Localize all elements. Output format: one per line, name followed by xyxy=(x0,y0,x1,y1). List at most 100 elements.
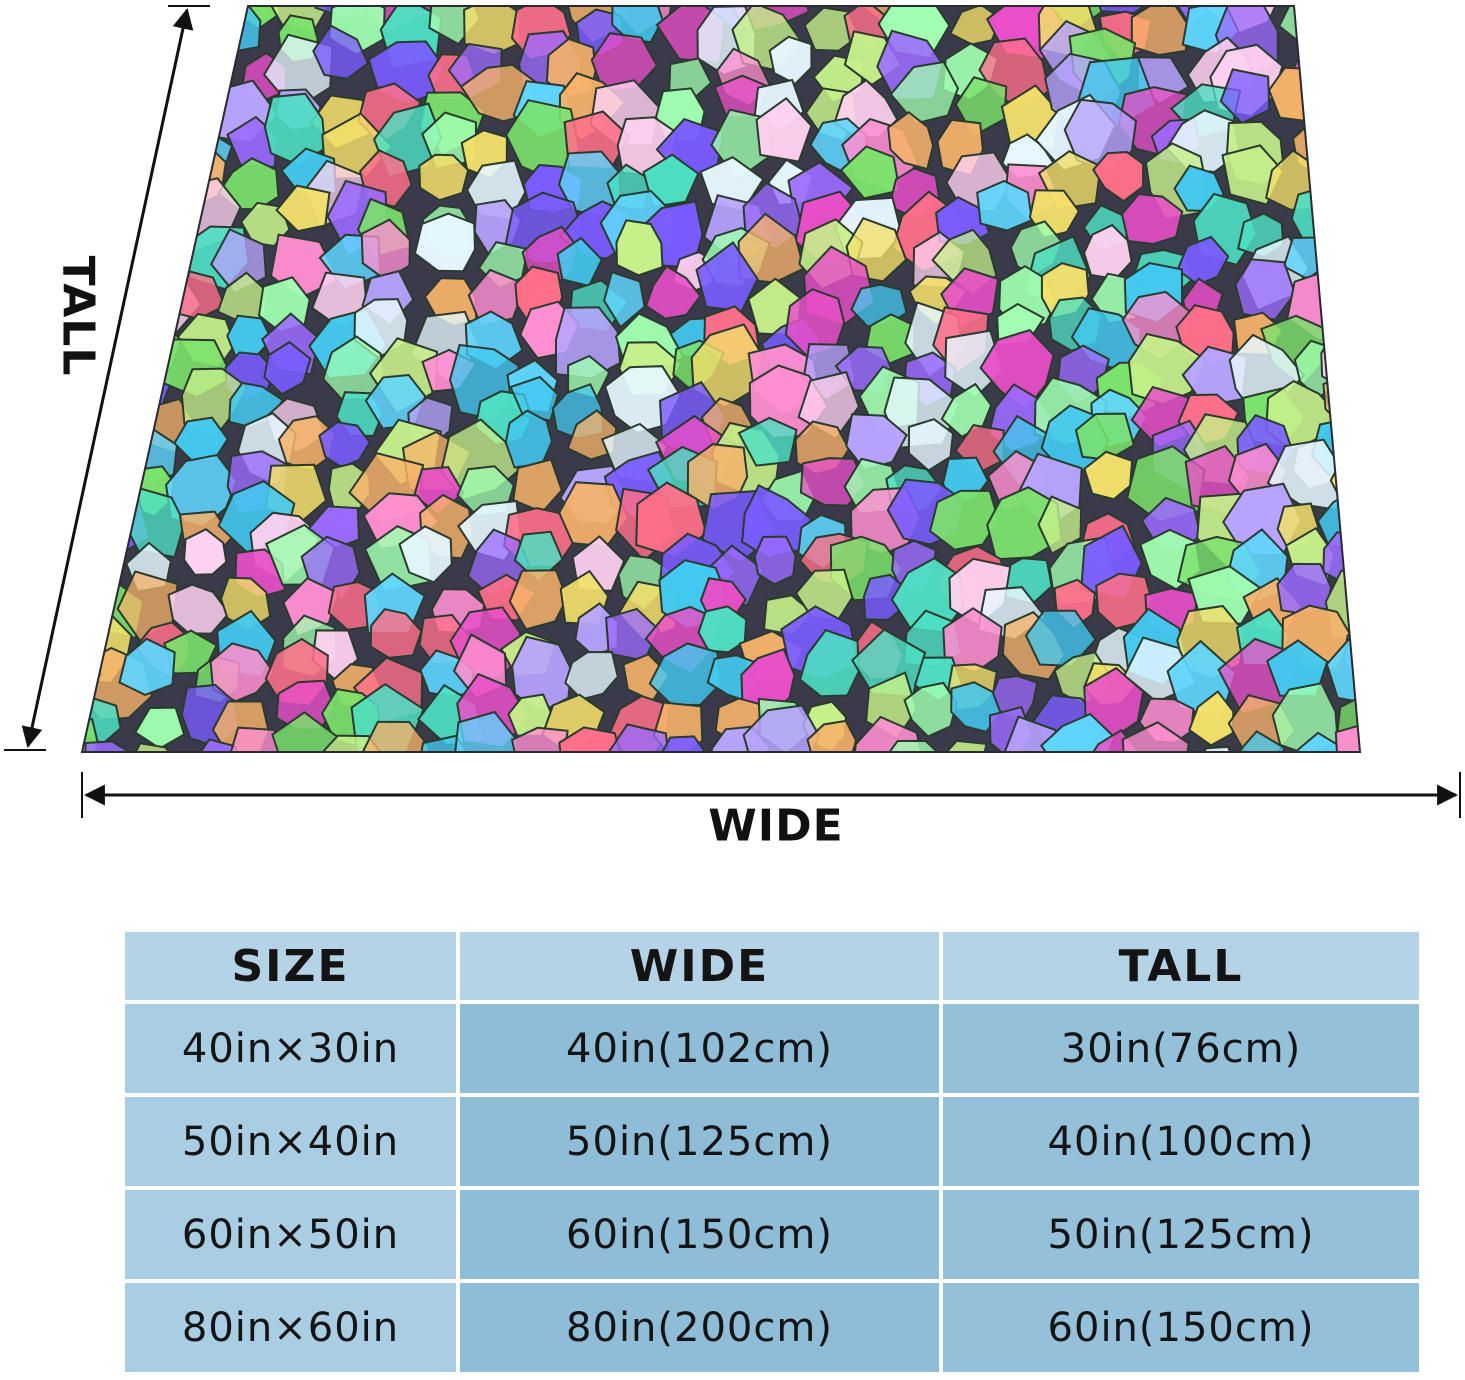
mosaic-tile xyxy=(1338,88,1360,135)
mosaic-tile xyxy=(851,715,928,752)
mosaic-tile xyxy=(940,382,993,438)
mosaic-tile xyxy=(19,0,67,28)
mosaic-tile xyxy=(82,420,137,497)
mosaic-tile xyxy=(695,240,759,313)
size-cell: 80in×60in xyxy=(125,1283,456,1372)
mosaic-tile xyxy=(603,723,672,752)
wide-cell: 50in(125cm) xyxy=(460,1097,939,1186)
size-column-header: SIZE xyxy=(125,932,456,1000)
mosaic-tile xyxy=(806,719,858,752)
size-cell: 40in×30in xyxy=(125,1004,456,1093)
mosaic-tile xyxy=(22,384,75,443)
wide-label: WIDE xyxy=(708,800,844,852)
mosaic-tile xyxy=(369,608,423,659)
mosaic-tile xyxy=(1320,330,1360,390)
mosaic-tile xyxy=(271,711,339,752)
table-row: 80in×60in 80in(200cm) 60in(150cm) xyxy=(125,1283,1419,1372)
mosaic-tile xyxy=(362,720,431,752)
mosaic-tile xyxy=(82,152,87,206)
mosaic-tile xyxy=(82,541,127,600)
mosaic-tile xyxy=(566,409,618,461)
mosaic-tile xyxy=(467,268,527,327)
mosaic-tile xyxy=(1290,185,1344,245)
wide-cell: 60in(150cm) xyxy=(460,1190,939,1279)
mosaic-tile xyxy=(88,6,151,21)
mosaic-tile xyxy=(510,726,569,752)
mosaic-tile xyxy=(1322,220,1360,275)
mosaic-tile xyxy=(95,79,148,128)
size-cell: 60in×50in xyxy=(125,1190,456,1279)
mosaic-tile xyxy=(508,569,569,631)
tall-column-header: TALL xyxy=(943,932,1419,1000)
mosaic-tile xyxy=(950,681,1002,733)
mosaic-tile xyxy=(82,99,136,177)
mosaic-tile xyxy=(82,176,109,247)
blanket-illustration xyxy=(4,0,1461,818)
mosaic-tile xyxy=(1338,107,1360,152)
mosaic-tile xyxy=(114,42,173,103)
blanket-figure: WIDE TALL xyxy=(4,0,1461,852)
mosaic-tile xyxy=(194,738,241,752)
mosaic-tile xyxy=(1193,745,1239,752)
mosaic-tile xyxy=(96,6,144,44)
mosaic-tile xyxy=(1092,150,1145,203)
tall-cell: 60in(150cm) xyxy=(943,1283,1419,1372)
mosaic-tile xyxy=(180,6,249,28)
tall-dimension-arrow xyxy=(4,5,210,751)
mosaic-tile xyxy=(275,184,331,233)
mosaic-tile xyxy=(845,413,908,471)
size-table-header-row: SIZE WIDE TALL xyxy=(125,932,1419,1000)
mosaic-tile xyxy=(1120,193,1184,246)
wide-cell: 80in(200cm) xyxy=(460,1283,939,1372)
mosaic-tile xyxy=(903,681,958,738)
table-row: 60in×50in 60in(150cm) 50in(125cm) xyxy=(125,1190,1419,1279)
mosaic-tile xyxy=(82,41,87,118)
mosaic-tile xyxy=(1074,412,1136,461)
mosaic-tile xyxy=(263,340,312,396)
tall-cell: 50in(125cm) xyxy=(943,1190,1419,1279)
mosaic-tile xyxy=(182,10,229,59)
mosaic-tile xyxy=(887,110,935,171)
mosaic-tile xyxy=(226,726,284,752)
table-row: 50in×40in 50in(125cm) 40in(100cm) xyxy=(125,1097,1419,1186)
mosaic-tile xyxy=(360,218,411,282)
mosaic-tile xyxy=(99,223,153,279)
mosaic-tile xyxy=(1003,715,1065,752)
mosaic-tile xyxy=(1234,730,1286,752)
mosaic-tile xyxy=(933,0,984,4)
mosaic-tile xyxy=(217,157,280,211)
mosaic-tile xyxy=(1333,6,1360,12)
mosaic-tile xyxy=(82,27,127,96)
size-table: SIZE WIDE TALL 40in×30in 40in(102cm) 30i… xyxy=(121,928,1423,1376)
mosaic-tile xyxy=(1345,186,1360,236)
mosaic-tile xyxy=(1130,6,1189,57)
mosaic-tile xyxy=(265,6,331,34)
mosaic-tile xyxy=(1039,712,1116,752)
mosaic-tile xyxy=(1321,294,1360,351)
wide-cell: 40in(102cm) xyxy=(460,1004,939,1093)
mosaic-tile xyxy=(84,463,134,520)
table-row: 40in×30in 40in(102cm) 30in(76cm) xyxy=(125,1004,1419,1093)
size-cell: 50in×40in xyxy=(125,1097,456,1186)
mosaic-tile xyxy=(1315,6,1360,69)
mosaic-tile xyxy=(755,96,813,163)
mosaic-tile xyxy=(948,6,1002,46)
mosaic-tile xyxy=(657,735,712,752)
mosaic-tile xyxy=(877,739,950,752)
mosaic-tile xyxy=(979,328,1055,412)
mosaic-tile xyxy=(140,109,191,158)
mosaic-tile xyxy=(976,179,1034,232)
mosaic-tile xyxy=(648,642,722,707)
mosaic-tile xyxy=(1322,531,1360,585)
mosaic-tile xyxy=(318,421,372,469)
mosaic-tile xyxy=(82,140,136,208)
mosaic-tile xyxy=(126,179,187,237)
mosaic-tile xyxy=(398,525,453,584)
mosaic-tile xyxy=(177,54,226,98)
mosaic-tile xyxy=(133,159,205,225)
mosaic-tile xyxy=(1320,273,1360,341)
mosaic-tile xyxy=(82,682,88,732)
mosaic-tile xyxy=(277,415,336,472)
mosaic-tile xyxy=(20,125,75,175)
mosaic-tile xyxy=(611,6,664,44)
